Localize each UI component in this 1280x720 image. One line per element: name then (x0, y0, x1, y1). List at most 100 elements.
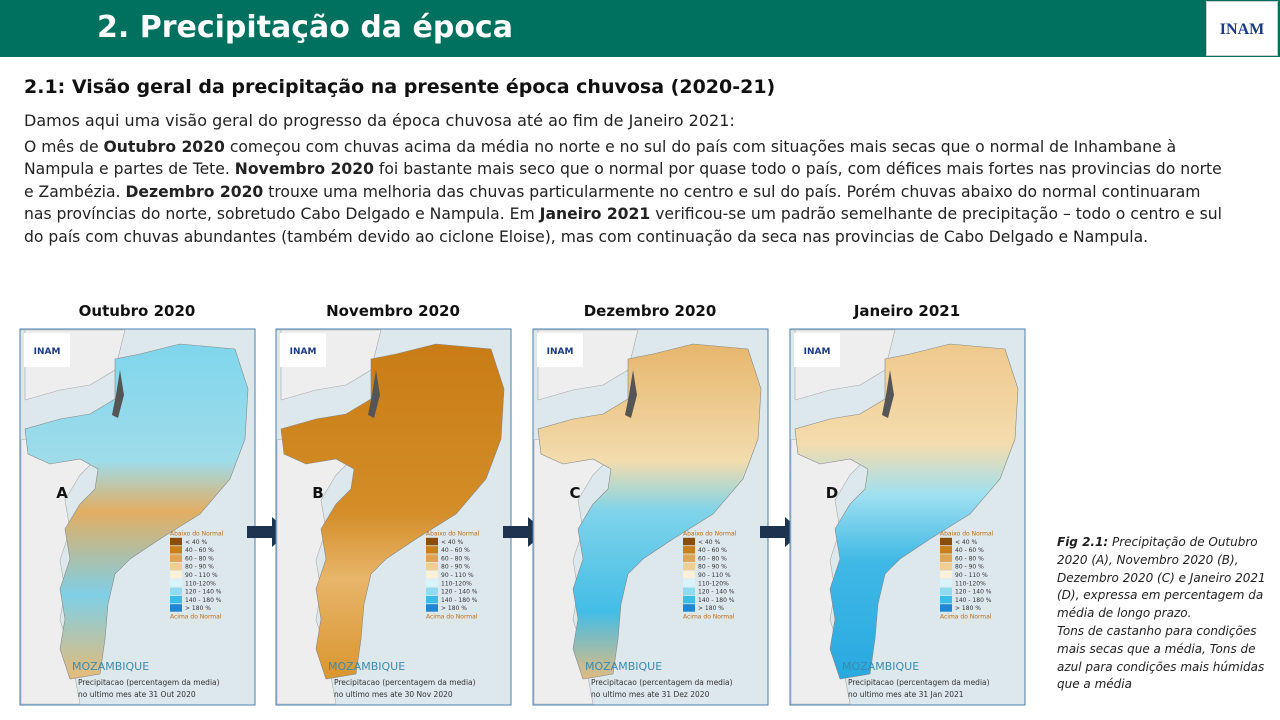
legend-swatch (683, 554, 695, 562)
legend-swatch (940, 579, 952, 587)
panel-letter: B (312, 484, 323, 502)
legend-label: Acima do Normal (940, 614, 992, 621)
country-label: MOZAMBIQUE (842, 660, 919, 673)
legend-swatch (426, 546, 438, 554)
legend-swatch (940, 546, 952, 554)
legend-swatch (683, 595, 695, 604)
legend-swatch (940, 571, 952, 579)
text-run: verificou-se um padrão semelhante de pre… (24, 205, 1222, 246)
lake (368, 370, 380, 418)
legend-swatch (940, 604, 952, 612)
figure-caption: Fig 2.1: Precipitação de Outubro 2020 (A)… (1057, 534, 1272, 694)
legend-swatch (426, 571, 438, 579)
legend-swatch (940, 595, 952, 604)
legend-label: 60 - 80 % (441, 555, 470, 562)
map-panel: Dezembro 2020 INAM C Abaixo do Normal< 40 %… (532, 302, 769, 706)
map-panel: Janeiro 2021 INAM D Abaixo do Normal< 40 %4… (789, 302, 1026, 706)
legend-swatch (683, 604, 695, 612)
panel-letter: D (826, 484, 838, 502)
legend-label: > 180 % (955, 605, 981, 612)
map-logo: INAM (804, 347, 831, 357)
paragraph: O mês de Outubro 2020 começou com chuvas… (24, 136, 1224, 248)
legend-label: Acima do Normal (170, 614, 222, 621)
legend-label: 140 - 180 % (698, 597, 735, 604)
legend-swatch (683, 579, 695, 587)
legend-label: < 40 % (441, 539, 463, 546)
legend-label: Abaixo do Normal (940, 531, 994, 538)
map-logo-box (794, 333, 840, 367)
legend-swatch (170, 554, 182, 562)
map-logo: INAM (34, 347, 61, 357)
header-bar (0, 0, 1280, 57)
legend-swatch (683, 571, 695, 579)
caption-label: Fig 2.1: (1057, 535, 1109, 549)
map-title: Dezembro 2020 (584, 302, 717, 320)
lake (625, 370, 637, 418)
legend-swatch (426, 554, 438, 562)
legend-label: 140 - 180 % (955, 597, 992, 604)
map-panel: Novembro 2020 INAM B Abaixo do Normal< 40 %… (275, 302, 512, 706)
legend-swatch (683, 587, 695, 596)
legend-label: 40 - 60 % (441, 547, 470, 554)
map-logo: INAM (290, 347, 317, 357)
country-map (24, 343, 249, 680)
legend-label: 90 - 110 % (955, 572, 988, 579)
legend-label: 40 - 60 % (698, 547, 727, 554)
legend-label: < 40 % (185, 539, 207, 546)
legend-swatch (683, 537, 695, 546)
caption-line: mais secas que a média, Tons de (1057, 641, 1256, 656)
country-map (794, 343, 1019, 680)
legend-swatch (170, 604, 182, 612)
caption-line: 2020 (A), Novembro 2020 (B), (1057, 552, 1239, 567)
map-logo-box (537, 333, 583, 367)
legend-swatch (426, 587, 438, 596)
map-logo: INAM (547, 347, 574, 357)
legend-label: 110-120% (185, 580, 216, 587)
map-caption: Precipitacao (percentagem da media) (848, 678, 990, 687)
caption-line: (D), expressa em percentagem da (1057, 588, 1264, 603)
legend-label: > 180 % (185, 605, 211, 612)
legend-label: Abaixo do Normal (170, 531, 224, 538)
map-logo-box (24, 333, 70, 367)
legend-label: Acima do Normal (426, 614, 478, 621)
legend-swatch (170, 579, 182, 587)
text-run: trouxe uma melhoria das chuvas particula… (24, 182, 1201, 224)
legend-label: 140 - 180 % (185, 597, 222, 604)
caption-line: média de longo prazo. (1057, 606, 1192, 621)
map-caption: Precipitacao (percentagem da media) (591, 678, 733, 687)
legend-label: 60 - 80 % (698, 555, 727, 562)
caption-line: que a média (1057, 677, 1132, 692)
legend-swatch (426, 604, 438, 612)
section-subtitle: 2.1: Visão geral da precipitação na pres… (24, 76, 776, 98)
legend-label: 140 - 180 % (441, 597, 478, 604)
lake (882, 370, 894, 418)
legend-swatch (170, 587, 182, 596)
legend-label: 110-120% (441, 580, 472, 587)
caption-line: azul para condições mais húmidas (1057, 659, 1265, 674)
country-label: MOZAMBIQUE (328, 660, 405, 673)
legend-label: 80 - 90 % (955, 564, 984, 571)
map-title: Janeiro 2021 (853, 302, 960, 320)
legend-label: < 40 % (955, 539, 977, 546)
legend-label: 120 - 140 % (441, 589, 478, 596)
legend-label: 40 - 60 % (955, 547, 984, 554)
caption-line: Tons de castanho para condições (1057, 623, 1257, 638)
legend-swatch (170, 562, 182, 571)
map-title: Novembro 2020 (326, 302, 460, 320)
legend-swatch (170, 571, 182, 579)
bold-run: Outubro 2020 (103, 138, 225, 156)
slide-title: 2. Precipitação da época (97, 10, 513, 45)
legend-swatch (940, 562, 952, 571)
text-run: O mês de (24, 138, 104, 156)
legend-label: 110-120% (955, 580, 986, 587)
map-caption: no ultimo mes ate 31 Out 2020 (78, 690, 196, 699)
legend-swatch (683, 546, 695, 554)
bold-run: Janeiro 2021 (539, 205, 651, 224)
bold-run: Novembro 2020 (234, 160, 374, 179)
legend-label: 80 - 90 % (185, 564, 214, 571)
bold-run: Dezembro 2020 (125, 182, 264, 201)
lake (112, 370, 124, 418)
panel-letter: A (56, 484, 68, 502)
legend-swatch (426, 595, 438, 604)
